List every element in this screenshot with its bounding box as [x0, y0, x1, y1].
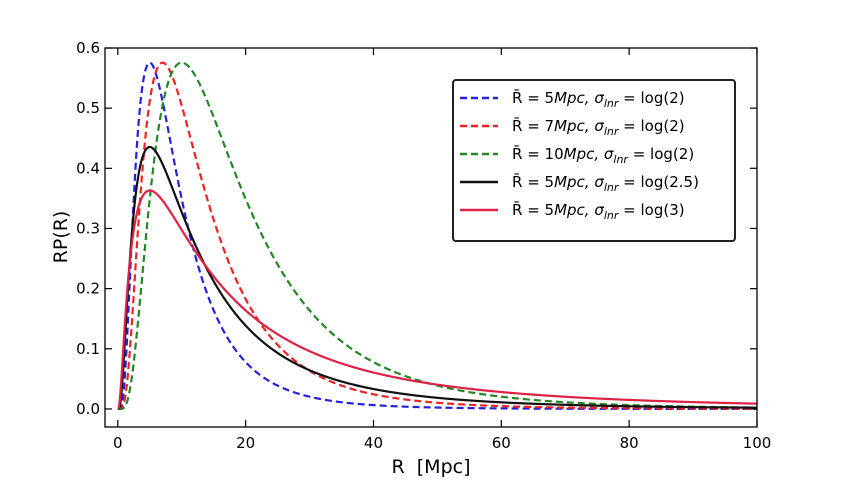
- y-tick-label: 0.1: [76, 340, 100, 358]
- x-tick-label: 100: [743, 434, 772, 452]
- y-tick-label: 0.4: [76, 159, 100, 177]
- legend-label-3: R̄ = 10Mpc, σlnr = log(2): [512, 144, 694, 166]
- curves-group: [117, 61, 757, 411]
- x-tick-label: 80: [620, 434, 639, 452]
- x-axis-label: R [Mpc]: [391, 456, 470, 478]
- plot-frame: [104, 47, 758, 428]
- legend-label-5: R̄ = 5Mpc, σlnr = log(3): [512, 200, 685, 222]
- y-tick-label: 0.0: [76, 400, 100, 418]
- legend-box: [452, 79, 736, 242]
- legend-label-4: R̄ = 5Mpc, σlnr = log(2.5): [512, 172, 699, 194]
- series-line-5: [117, 189, 757, 410]
- legend-label-1: R̄ = 5Mpc, σlnr = log(2): [512, 88, 685, 110]
- tick-labels-group: 0 20 40 60 80 100 0.0 0.1 0.2 0.3 0.4 0.5 0.6: [76, 39, 771, 452]
- y-tick-label: 0.5: [76, 99, 100, 117]
- series-line-2: [117, 61, 757, 411]
- legend-label-2: R̄ = 7Mpc, σlnr = log(2): [512, 116, 685, 138]
- y-tick-label: 0.3: [76, 219, 100, 237]
- x-tick-label: 20: [236, 434, 255, 452]
- x-tick-label: 0: [113, 434, 123, 452]
- legend-entries: R̄ = 5Mpc, σlnr = log(2) R̄ = 7Mpc, σlnr …: [460, 88, 699, 222]
- x-tick-label: 40: [364, 434, 383, 452]
- y-axis-label: RP(R): [50, 211, 72, 264]
- ticks-group: [105, 47, 758, 427]
- series-line-4: [117, 145, 757, 411]
- y-tick-label: 0.2: [76, 280, 100, 298]
- x-tick-label: 60: [492, 434, 511, 452]
- y-tick-label: 0.6: [76, 39, 100, 57]
- legend: R̄ = 5Mpc, σlnr = log(2) R̄ = 7Mpc, σlnr …: [452, 79, 736, 242]
